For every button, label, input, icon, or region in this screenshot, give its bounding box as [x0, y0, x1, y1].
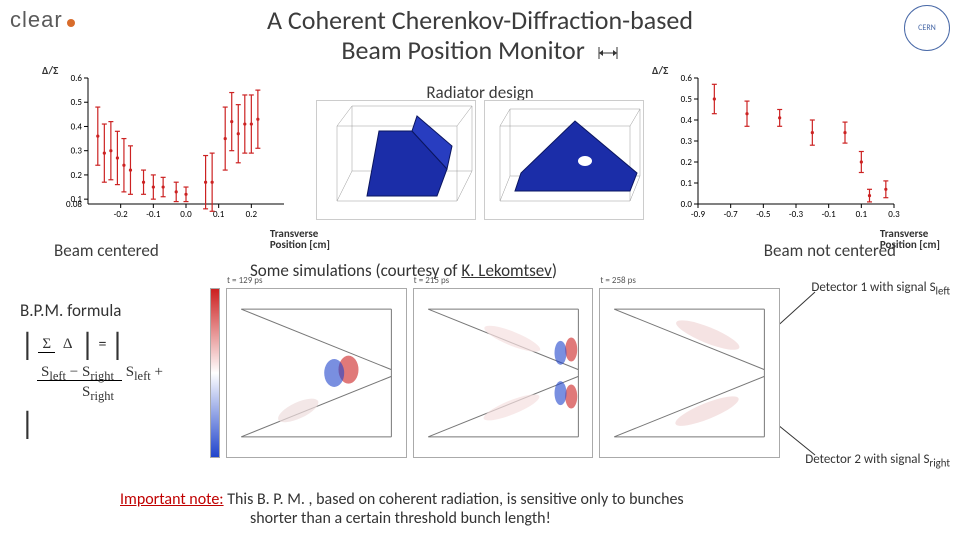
simulation-panels: t = 129 ps t = 215 ps t = 2: [210, 288, 780, 458]
svg-text:0.2: 0.2: [246, 209, 258, 220]
sim-panel-2-svg: [414, 289, 593, 457]
svg-text:0.5: 0.5: [681, 94, 693, 105]
page-title: A Coherent Cherenkov-Diffraction-based B…: [0, 0, 960, 66]
chart-left-xlabel: Transverse Position [cm]: [270, 228, 330, 250]
chart-right-ylabel: Δ/Σ: [652, 64, 668, 77]
bpm-formula: | Σ Δ | = | Sleft − Sright Sleft + Srigh…: [20, 325, 180, 443]
chart-beam-not-centered: Δ/Σ 0.00.10.20.30.40.50.6-0.9-0.7-0.5-0.…: [670, 72, 900, 222]
detector-1-label: Detector 1 with signal Sleft: [811, 280, 950, 298]
cern-logo-text: CERN: [918, 23, 936, 33]
svg-text:-0.2: -0.2: [114, 209, 129, 220]
clear-logo: clear: [10, 5, 100, 35]
formula-left-den: Δ: [59, 336, 77, 352]
important-body-1: This B. P. M. , based on coherent radiat…: [224, 490, 684, 509]
sim-panel-1: t = 129 ps: [226, 288, 407, 458]
chart-right-inner: Δ/Σ 0.00.10.20.30.40.50.6-0.9-0.7-0.5-0.…: [670, 72, 900, 222]
svg-text:0.2: 0.2: [71, 170, 83, 181]
chart-left-ylabel: Δ/Σ: [42, 64, 58, 77]
cern-logo: CERN: [904, 5, 950, 51]
beam-centered-label: Beam centered: [54, 240, 159, 261]
simulations-label: Some simulations (courtesy of K. Lekomts…: [250, 260, 557, 281]
svg-text:0.3: 0.3: [681, 136, 693, 147]
sim-panel-2-time: t = 215 ps: [414, 275, 450, 286]
title-line2: Beam Position Monitor: [341, 34, 584, 66]
sim-panel-3: t = 258 ps: [599, 288, 780, 458]
svg-text:0.4: 0.4: [71, 121, 83, 132]
sim-panel-1-svg: [227, 289, 406, 457]
hguide-icon: [597, 44, 619, 62]
svg-text:0.08: 0.08: [66, 199, 82, 210]
beam-not-centered-label: Beam not centered: [764, 240, 896, 261]
radiator-view-1: [316, 100, 476, 220]
sim-panel-2: t = 215 ps: [413, 288, 594, 458]
svg-text:0.4: 0.4: [681, 115, 693, 126]
svg-text:-0.7: -0.7: [724, 209, 739, 220]
formula-left-num: Σ: [38, 336, 55, 353]
svg-text:0.1: 0.1: [213, 209, 225, 220]
chart-left-inner: Δ/Σ 0.10.20.30.40.50.6-0.2-0.10.00.10.20…: [60, 72, 290, 222]
important-note: Important note: This B. P. M. , based on…: [120, 490, 880, 528]
important-body-2: shorter than a certain threshold bunch l…: [120, 509, 880, 528]
svg-text:0.1: 0.1: [681, 178, 693, 189]
sim-panel-1-time: t = 129 ps: [227, 275, 263, 286]
title-line1: A Coherent Cherenkov-Diffraction-based: [267, 4, 693, 36]
clear-logo-text: clear: [10, 7, 63, 33]
svg-text:0.6: 0.6: [71, 73, 83, 84]
svg-text:0.3: 0.3: [71, 146, 83, 157]
sim-panel-3-time: t = 258 ps: [600, 275, 636, 286]
svg-text:-0.3: -0.3: [789, 209, 804, 220]
svg-text:0.3: 0.3: [888, 209, 900, 220]
radiator-svg-2: [485, 101, 645, 221]
svg-text:0.1: 0.1: [856, 209, 868, 220]
chart-right-svg: 0.00.10.20.30.40.50.6-0.9-0.7-0.5-0.3-0.…: [670, 72, 900, 222]
radiator-view-2: [484, 100, 644, 220]
important-prefix: Important note:: [120, 490, 224, 509]
svg-text:0.6: 0.6: [681, 73, 693, 84]
svg-text:-0.9: -0.9: [691, 209, 706, 220]
chart-left-svg: 0.10.20.30.40.50.6-0.2-0.10.00.10.20.08: [60, 72, 290, 222]
svg-text:-0.1: -0.1: [822, 209, 837, 220]
chart-beam-centered: Δ/Σ 0.10.20.30.40.50.6-0.2-0.10.00.10.20…: [60, 72, 290, 222]
detector-2-label: Detector 2 with signal Sright: [805, 452, 950, 470]
svg-text:0.0: 0.0: [180, 209, 192, 220]
svg-text:0.2: 0.2: [681, 157, 693, 168]
bpm-formula-label: B.P.M. formula: [20, 300, 121, 321]
clear-logo-dot: [67, 19, 75, 27]
svg-text:-0.5: -0.5: [756, 209, 771, 220]
sim-panel-3-svg: [600, 289, 779, 457]
sims-post: ): [552, 260, 557, 281]
svg-text:0.5: 0.5: [71, 97, 83, 108]
sim-colorbar: [210, 288, 220, 458]
sims-name: K. Lekomtsev: [461, 260, 552, 281]
radiator-svg-1: [317, 101, 477, 221]
radiator-diagrams: [310, 100, 650, 220]
svg-text:-0.1: -0.1: [146, 209, 161, 220]
